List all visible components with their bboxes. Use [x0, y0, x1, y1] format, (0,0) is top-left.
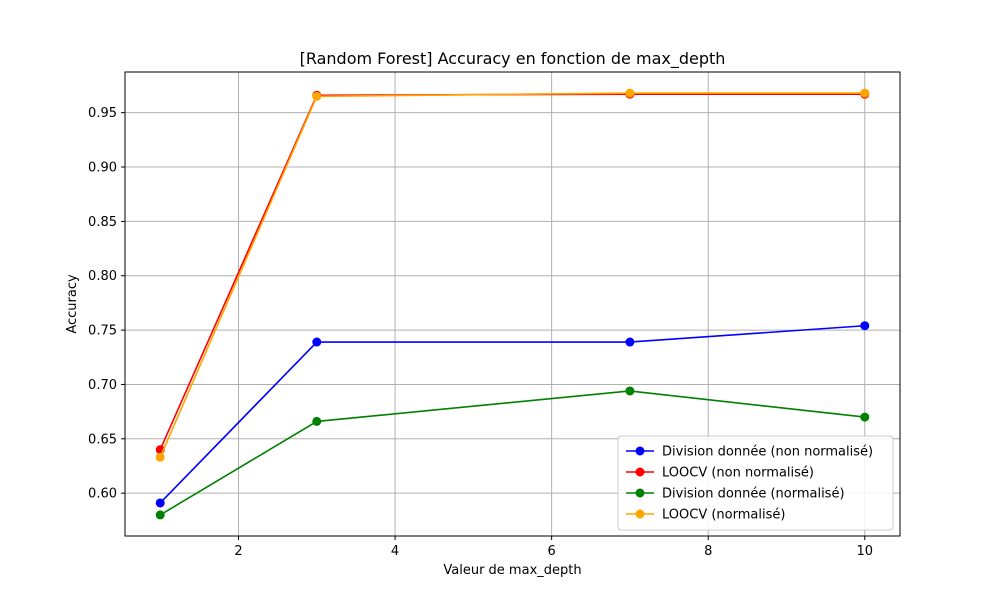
- legend-item: LOOCV (non normalisé): [626, 466, 814, 481]
- series-2: [155, 89, 870, 455]
- y-tick-label: 0.75: [88, 324, 117, 339]
- legend-box: [617, 435, 894, 531]
- series-line: [159, 390, 865, 516]
- y-tick-label: 0.95: [88, 106, 117, 121]
- chart-title: [Random Forest] Accuracy en fonction de …: [300, 49, 726, 69]
- data-point: [312, 91, 322, 101]
- legend-item: Division donnée (non normalisé): [626, 445, 873, 460]
- legend-label: LOOCV (non normalisé): [662, 466, 814, 481]
- x-tick-label: 6: [548, 544, 556, 559]
- legend-label: LOOCV (normalisé): [662, 508, 785, 523]
- legend-swatch-marker: [635, 467, 645, 477]
- grid: [125, 72, 900, 536]
- x-axis-label: Valeur de max_depth: [443, 563, 581, 578]
- series-1: [155, 321, 870, 508]
- plot-frame: [124, 71, 901, 537]
- data-point: [155, 498, 165, 508]
- y-tick-label: 0.85: [88, 215, 117, 230]
- legend-item: Division donnée (normalisé): [626, 487, 845, 502]
- x-tick-label: 4: [391, 544, 399, 559]
- legend: Division donnée (non normalisé) LOOCV (no…: [617, 435, 894, 531]
- x-tick-label: 10: [856, 544, 873, 559]
- y-tick-label: 0.60: [88, 487, 117, 502]
- data-point: [155, 452, 165, 462]
- data-point: [860, 88, 870, 98]
- series-4: [155, 88, 870, 462]
- y-tick-label: 0.80: [88, 269, 117, 284]
- data-point: [625, 337, 635, 347]
- legend-swatch-marker: [635, 488, 645, 498]
- series-layer: [155, 88, 870, 520]
- y-axis: 0.60 0.65 0.70 0.75 0.80 0.85 0.90 0.95: [88, 106, 125, 502]
- series-line: [159, 93, 865, 451]
- data-point: [625, 88, 635, 98]
- data-point: [312, 337, 322, 347]
- legend-item: LOOCV (normalisé): [626, 508, 785, 523]
- data-point: [155, 510, 165, 520]
- data-point: [860, 412, 870, 422]
- legend-swatch-marker: [635, 509, 645, 519]
- legend-swatch-marker: [635, 446, 645, 456]
- y-tick-label: 0.70: [88, 378, 117, 393]
- series-3: [155, 386, 870, 520]
- data-point: [625, 386, 635, 396]
- legend-label: Division donnée (non normalisé): [662, 445, 873, 460]
- data-point: [860, 321, 870, 331]
- series-line: [159, 324, 865, 504]
- x-tick-label: 8: [704, 544, 712, 559]
- series-line: [159, 92, 865, 458]
- y-axis-label: Accuracy: [65, 274, 80, 334]
- data-point: [312, 416, 322, 426]
- x-axis: 2 4 6 8 10: [234, 536, 873, 559]
- y-tick-label: 0.90: [88, 161, 117, 176]
- legend-label: Division donnée (normalisé): [662, 487, 845, 502]
- y-tick-label: 0.65: [88, 432, 117, 447]
- x-tick-label: 2: [234, 544, 242, 559]
